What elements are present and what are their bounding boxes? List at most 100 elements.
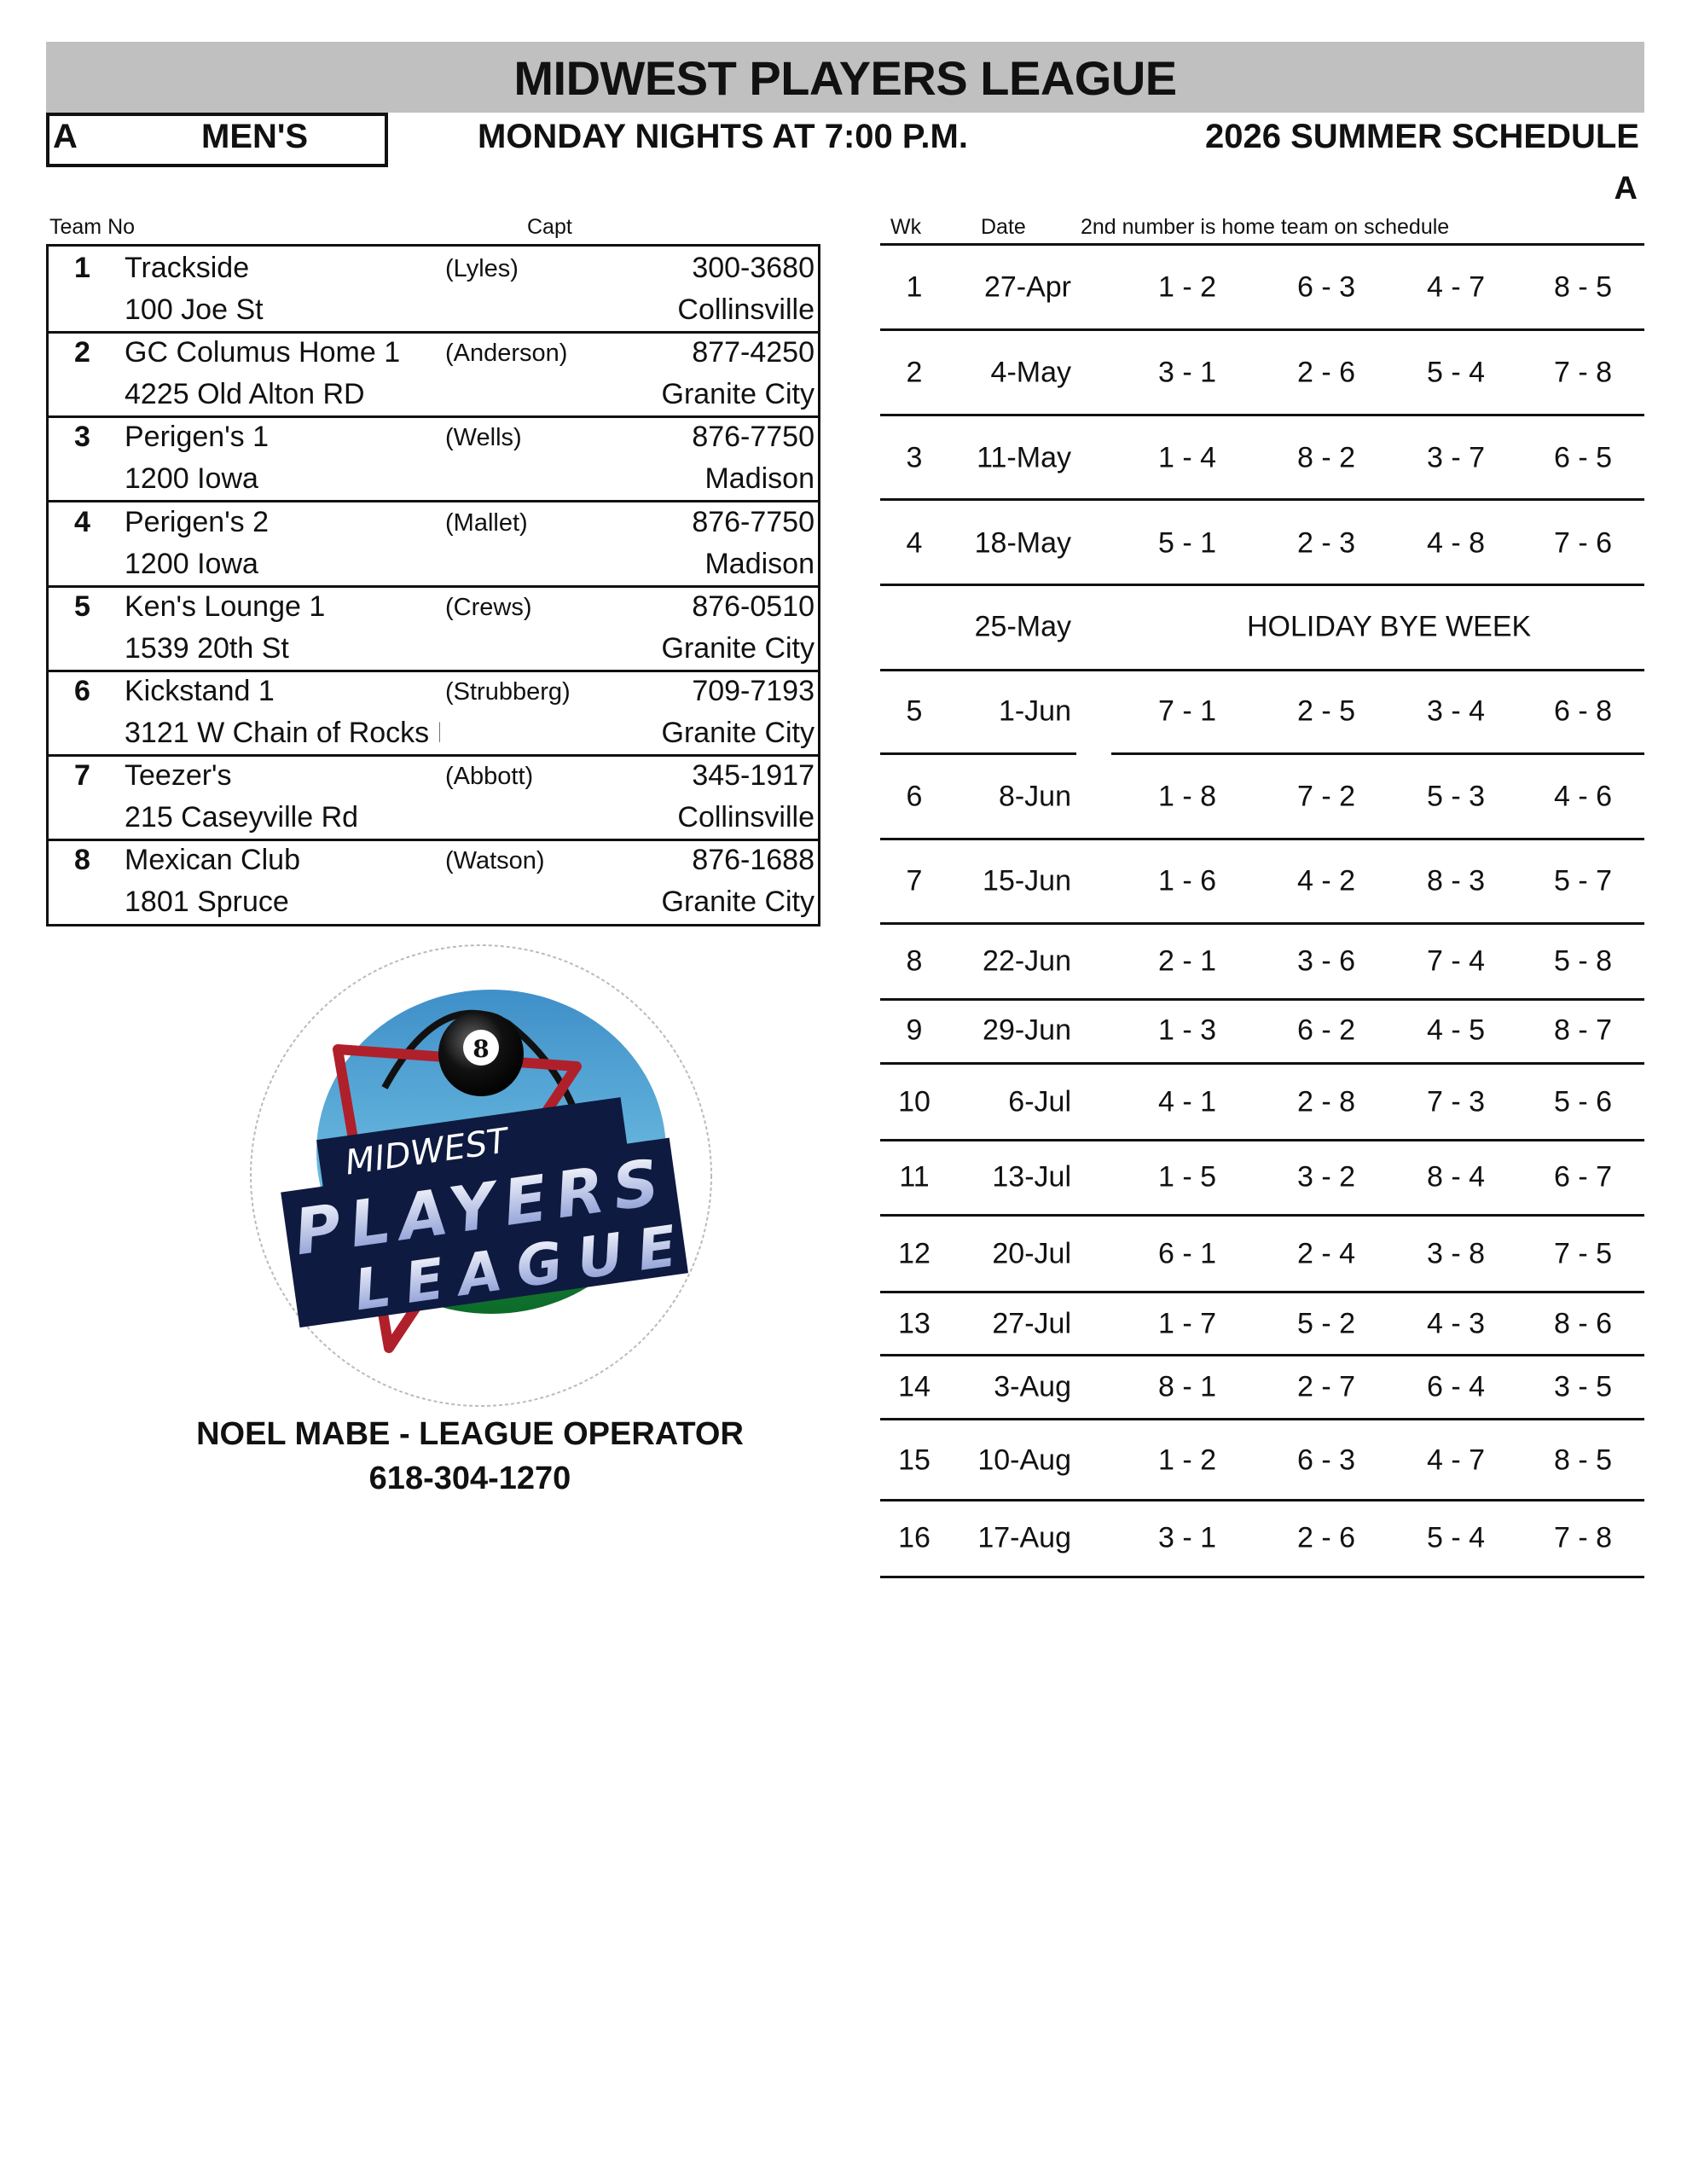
match: 5 - 8: [1553, 944, 1613, 978]
away-team: 4: [1426, 1014, 1443, 1047]
home-team: 8: [1596, 356, 1613, 389]
match: 7 - 5: [1553, 1237, 1613, 1270]
team-address: 3121 W Chain of Rocks R: [125, 717, 440, 749]
team-number: 2: [74, 336, 90, 369]
home-team: 2: [1339, 864, 1356, 897]
match: 3 - 1: [1157, 356, 1217, 389]
team-captain: (Lyles): [445, 255, 519, 282]
home-team: 1: [1200, 694, 1217, 728]
match: 4 - 3: [1426, 1307, 1486, 1340]
match: 1 - 6: [1157, 864, 1217, 897]
away-team: 5: [1426, 780, 1443, 813]
team-city: Granite City: [661, 631, 815, 665]
logo-lettering: MIDWEST PLAYERS LEAGUE mwplayers.com: [281, 1097, 688, 1344]
home-team: 4: [1469, 356, 1486, 389]
page-title: MIDWEST PLAYERS LEAGUE: [513, 51, 1177, 105]
team-row: 7 Teezer's (Abbott) 345-1917 215 Caseyville …: [49, 754, 818, 842]
home-team: 7: [1596, 1160, 1613, 1194]
away-team: 3: [1426, 1237, 1443, 1270]
away-team: 7: [1553, 526, 1570, 560]
team-name: GC Columus Home 1: [125, 336, 401, 369]
team-address: 1200 Iowa: [125, 462, 258, 496]
match: 2 - 6: [1296, 1521, 1356, 1554]
home-team: 1: [1200, 526, 1217, 560]
away-team: 8: [1426, 864, 1443, 897]
home-team: 3: [1339, 270, 1356, 304]
home-team: 2: [1339, 1014, 1356, 1047]
away-team: 2: [1157, 944, 1174, 978]
match: 8 - 4: [1426, 1160, 1486, 1194]
week-number: 9: [906, 1014, 923, 1047]
away-team: 2: [1296, 356, 1313, 389]
home-team: 5: [1596, 1237, 1613, 1270]
week-date: 8-Jun: [998, 780, 1071, 813]
match: 2 - 1: [1157, 944, 1217, 978]
team-number: 4: [74, 505, 90, 538]
week-number: 6: [906, 780, 923, 813]
wk-header: Wk: [890, 215, 922, 239]
away-team: 1: [1157, 864, 1174, 897]
match: 8 - 6: [1553, 1307, 1613, 1340]
home-team: 5: [1596, 1370, 1613, 1403]
away-team: 5: [1426, 1521, 1443, 1554]
home-team: 1: [1200, 944, 1217, 978]
division-name: MEN'S: [201, 118, 309, 155]
home-team: 7: [1339, 1370, 1356, 1403]
away-team: 3: [1296, 944, 1313, 978]
operator-name: NOEL MABE - LEAGUE OPERATOR: [196, 1416, 744, 1452]
away-team: 1: [1157, 1160, 1174, 1194]
team-name: Mexican Club: [125, 844, 300, 877]
home-team: 4: [1200, 441, 1217, 474]
week-number: 10: [898, 1085, 930, 1118]
away-team: 1: [1157, 780, 1174, 813]
season-title: 2026 SUMMER SCHEDULE: [1204, 118, 1639, 155]
week-date: 22-Jun: [983, 944, 1071, 978]
away-team: 1: [1157, 441, 1174, 474]
team-city: Collinsville: [677, 801, 815, 834]
teams-table: 1 Trackside (Lyles) 300-3680 100 Joe St Colli…: [46, 244, 820, 926]
team-row: 8 Mexican Club (Watson) 876-1688 1801 Spruce…: [49, 839, 818, 923]
away-team: 4: [1426, 1307, 1443, 1340]
team-number: 5: [74, 590, 90, 623]
away-team: 3: [1157, 356, 1174, 389]
week-number: 1: [906, 270, 923, 304]
away-team: 4: [1296, 864, 1313, 897]
away-team: 7: [1157, 694, 1174, 728]
match: 4 - 1: [1157, 1085, 1217, 1118]
team-number: 3: [74, 421, 90, 454]
schedule-divider: [880, 328, 1644, 331]
match: 4 - 8: [1426, 526, 1486, 560]
week-number: 5: [906, 694, 923, 728]
week-date: 25-May: [974, 610, 1071, 643]
match: 8 - 7: [1553, 1014, 1613, 1047]
team-row: 1 Trackside (Lyles) 300-3680 100 Joe St Colli…: [49, 247, 818, 334]
home-team: 5: [1596, 1443, 1613, 1477]
team-phone: 877-4250: [692, 336, 815, 369]
away-team: 1: [1157, 1443, 1174, 1477]
home-team: 2: [1339, 441, 1356, 474]
week-number: 8: [906, 944, 923, 978]
home-team: 1: [1200, 1237, 1217, 1270]
away-team: 6: [1296, 1443, 1313, 1477]
team-phone: 300-3680: [692, 252, 815, 284]
team-captain: (Mallet): [445, 508, 528, 537]
home-team: 2: [1339, 1307, 1356, 1340]
match: 5 - 4: [1426, 1521, 1486, 1554]
home-team: 4: [1469, 1521, 1486, 1554]
team-phone: 876-1688: [692, 844, 815, 877]
team-city: Granite City: [661, 886, 815, 919]
week-date: 20-Jul: [992, 1237, 1071, 1270]
schedule-divider: [880, 243, 1644, 246]
away-team: 5: [1553, 864, 1570, 897]
schedule-divider: [880, 998, 1644, 1001]
away-team: 7: [1296, 780, 1313, 813]
team-row: 6 Kickstand 1 (Strubberg) 709-7193 3121 W Ch…: [49, 670, 818, 757]
home-team: 3: [1200, 1014, 1217, 1047]
away-team: 4: [1426, 270, 1443, 304]
night-time: MONDAY NIGHTS AT 7:00 P.M.: [478, 118, 968, 155]
match: 3 - 5: [1553, 1370, 1613, 1403]
schedule-divider: [880, 1499, 1644, 1502]
away-team: 7: [1553, 1237, 1570, 1270]
team-number: 8: [74, 844, 90, 877]
home-team: 7: [1469, 270, 1486, 304]
